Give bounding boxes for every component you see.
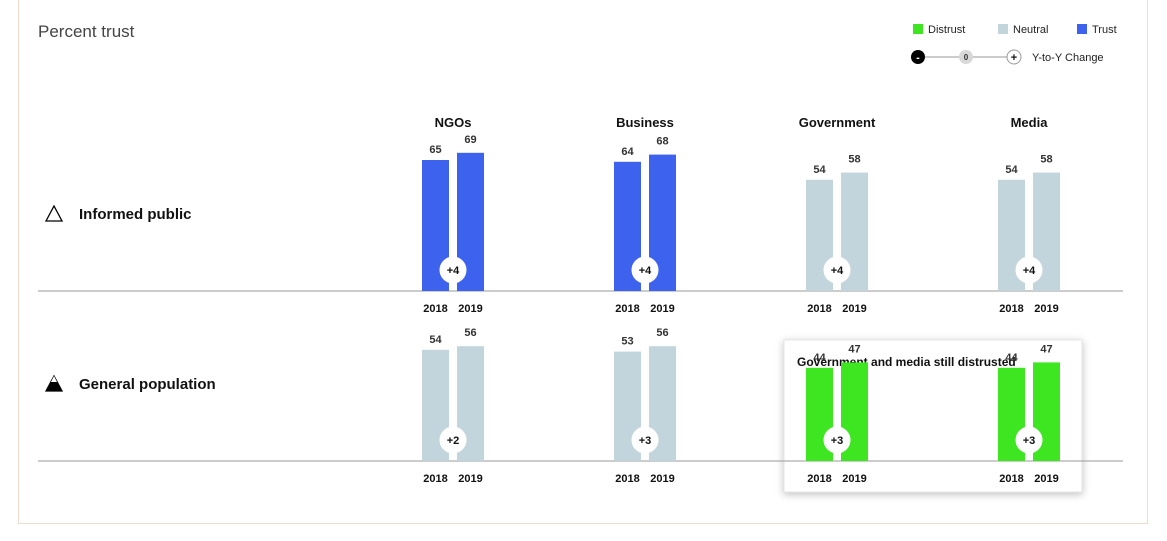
callout-box <box>783 339 1083 493</box>
change-key-minus-dot <box>911 50 925 64</box>
year-label: 2019 <box>842 473 866 485</box>
value-label: 47 <box>1040 343 1052 355</box>
value-label: 69 <box>464 134 476 146</box>
change-circle <box>1015 426 1043 454</box>
value-label: 64 <box>621 146 634 158</box>
legend-swatch-distrust <box>913 24 923 34</box>
informed-public-icon <box>44 204 64 222</box>
year-label: 2019 <box>458 473 482 485</box>
value-label: 47 <box>848 343 860 355</box>
year-label: 2019 <box>1034 303 1058 315</box>
column-header-business: Business <box>616 115 674 130</box>
value-label: 53 <box>621 336 633 348</box>
value-label: 68 <box>656 136 668 148</box>
year-label: 2019 <box>458 303 482 315</box>
year-label: 2018 <box>615 473 639 485</box>
legend-label-trust: Trust <box>1092 24 1117 36</box>
value-label: 54 <box>429 334 442 346</box>
legend-swatch-trust <box>1077 24 1087 34</box>
year-label: 2019 <box>650 303 674 315</box>
row-label-0: Informed public <box>79 206 192 223</box>
value-label: 56 <box>656 327 668 339</box>
value-label: 54 <box>1005 164 1018 176</box>
column-header-government: Government <box>799 115 876 130</box>
change-label: +2 <box>447 435 460 447</box>
value-label: 56 <box>464 327 476 339</box>
year-label: 2018 <box>999 473 1023 485</box>
value-label: 54 <box>813 164 826 176</box>
change-label: +4 <box>1023 265 1036 277</box>
change-label: +4 <box>831 265 844 277</box>
column-header-media: Media <box>1011 115 1049 130</box>
change-circle <box>1015 256 1043 284</box>
change-key-zero-dot <box>959 50 973 64</box>
legend-swatch-neutral <box>998 24 1008 34</box>
year-label: 2019 <box>842 303 866 315</box>
column-header-ngos: NGOs <box>435 115 472 130</box>
legend-label-neutral: Neutral <box>1013 24 1048 36</box>
change-label: +3 <box>831 435 844 447</box>
change-key-minus: - <box>916 52 920 64</box>
change-circle <box>823 426 851 454</box>
value-label: 58 <box>848 154 860 166</box>
year-label: 2019 <box>650 473 674 485</box>
value-label: 44 <box>813 352 826 364</box>
year-label: 2018 <box>999 303 1023 315</box>
change-circle <box>439 256 467 284</box>
change-label: +3 <box>1023 435 1036 447</box>
year-label: 2018 <box>807 473 831 485</box>
chart-frame <box>18 0 1148 524</box>
callout-text: Government and media still distrusted <box>797 355 1016 369</box>
change-label: +3 <box>639 435 652 447</box>
legend-label-distrust: Distrust <box>928 24 965 36</box>
change-circle <box>823 256 851 284</box>
chart-title: Percent trust <box>38 22 135 41</box>
general-population-icon <box>44 374 64 392</box>
change-key-label: Y-to-Y Change <box>1032 52 1104 64</box>
year-label: 2018 <box>423 473 447 485</box>
change-circle <box>631 256 659 284</box>
change-label: +4 <box>639 265 652 277</box>
year-label: 2018 <box>615 303 639 315</box>
value-label: 65 <box>429 144 441 156</box>
change-circle <box>439 426 467 454</box>
value-label: 44 <box>1005 352 1018 364</box>
year-label: 2018 <box>423 303 447 315</box>
year-label: 2019 <box>1034 473 1058 485</box>
general-population-icon-peak <box>51 376 57 382</box>
value-label: 58 <box>1040 154 1052 166</box>
change-key-zero: 0 <box>964 53 969 62</box>
change-key-plus-dot <box>1006 49 1022 65</box>
change-label: +4 <box>447 265 460 277</box>
change-circle <box>631 426 659 454</box>
row-label-1: General population <box>79 376 216 393</box>
change-key-plus: + <box>1011 52 1017 64</box>
year-label: 2018 <box>807 303 831 315</box>
